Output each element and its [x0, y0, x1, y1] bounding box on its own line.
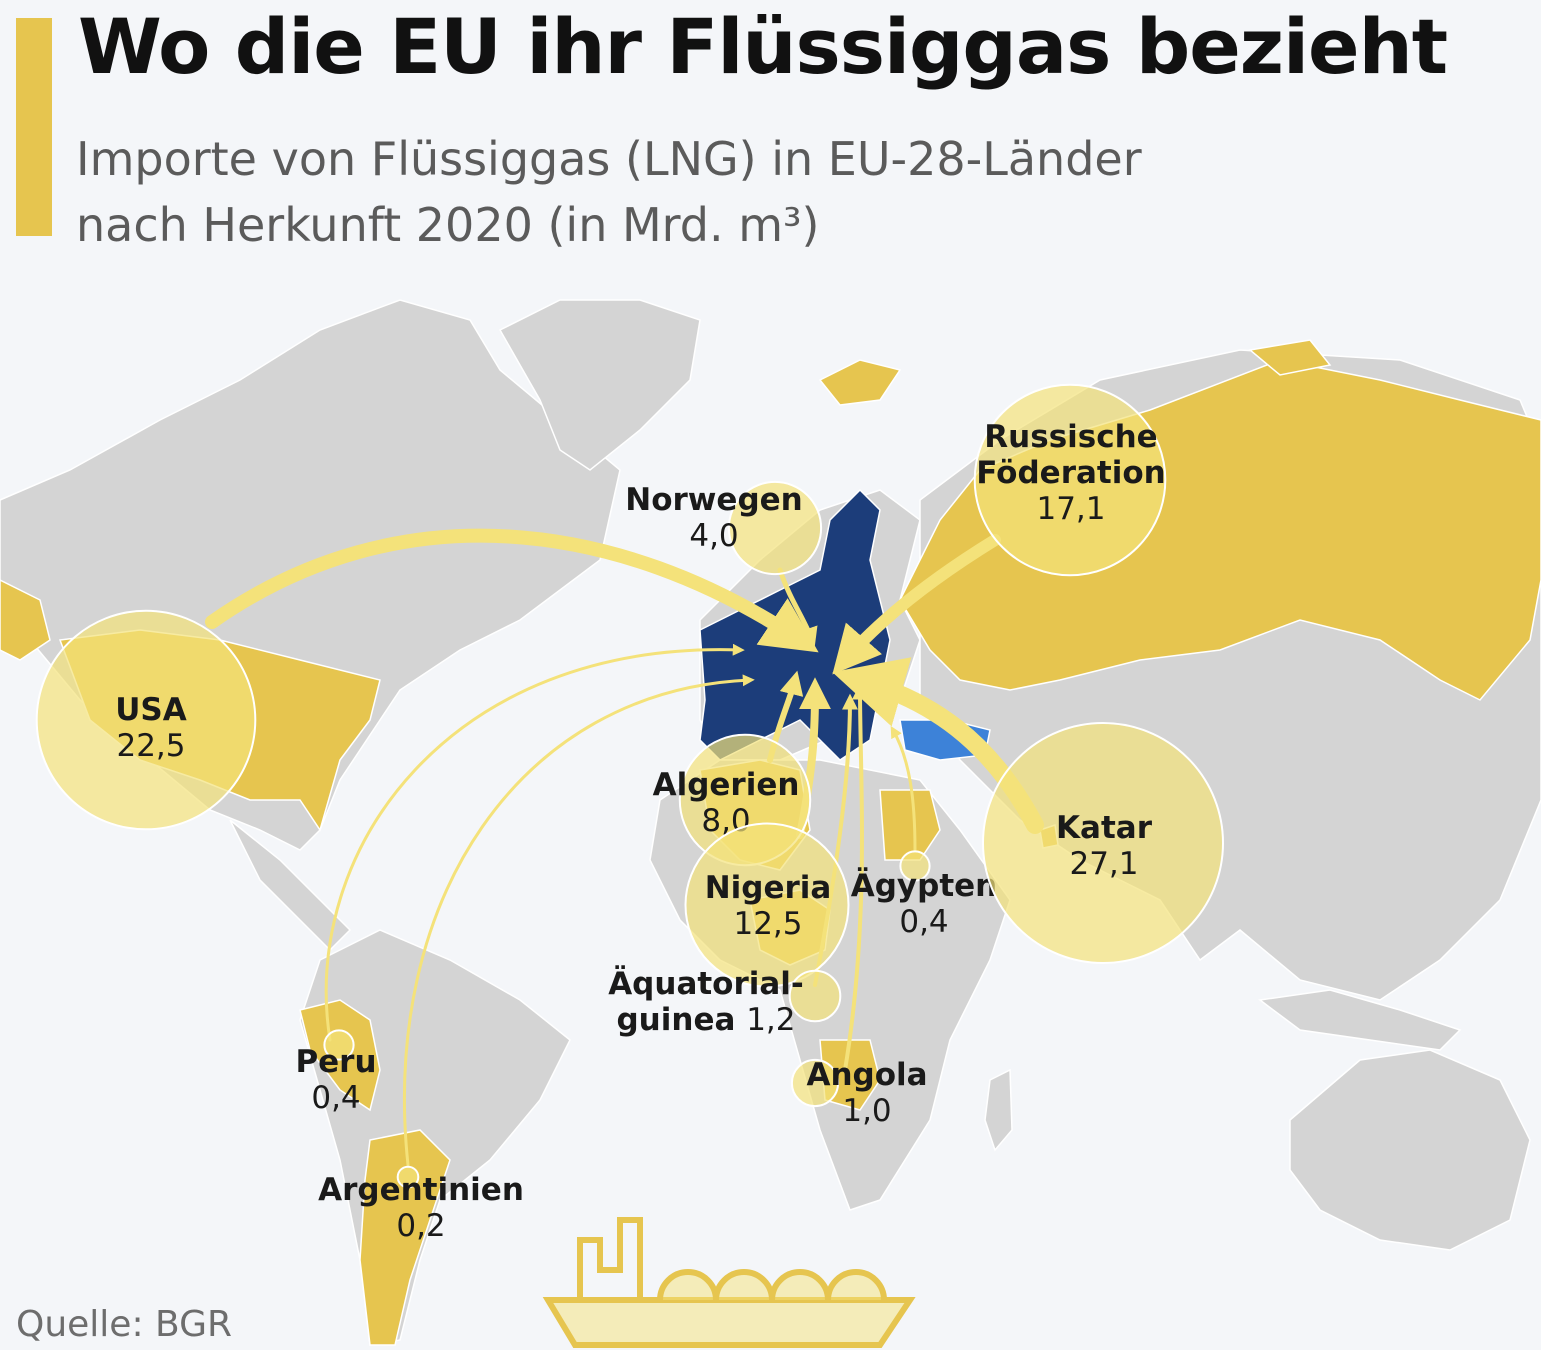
value-bubble-nigeria	[684, 822, 850, 988]
page-title: Wo die EU ihr Flüssiggas bezieht	[78, 2, 1448, 91]
country-russia-arctic-islands	[818, 339, 1332, 406]
country-label-ägypten: Ägypten	[851, 868, 998, 904]
value-label-peru: 0,4	[311, 1080, 360, 1116]
land-central-america	[229, 819, 352, 952]
value-label-argentinien: 0,2	[396, 1208, 445, 1244]
country-egypt	[879, 789, 941, 861]
country-argentina	[359, 1129, 451, 1346]
country-label-angola: Angola	[806, 1057, 927, 1093]
land-australia	[1289, 1049, 1531, 1251]
flow-arrow-angola	[843, 683, 869, 1072]
value-label-russische-föderation: 17,1	[1036, 491, 1105, 527]
flow-arrow-norwegen	[777, 567, 818, 648]
source-note: Quelle: BGR	[16, 1304, 232, 1345]
country-label-äquatorialguinea: Äquatorial-	[608, 966, 804, 1002]
value-label-angola: 1,0	[842, 1093, 891, 1129]
value-label-ägypten: 0,4	[899, 904, 948, 940]
land-south-america	[299, 929, 571, 1346]
value-label-katar: 27,1	[1069, 846, 1138, 882]
country-label-argentinien: Argentinien	[318, 1172, 524, 1208]
source-label: Quelle:	[16, 1304, 144, 1345]
land-madagascar	[984, 1068, 1013, 1152]
country-label-usa: USA	[115, 692, 187, 728]
value-bubble-usa	[35, 609, 257, 831]
value-label-usa: 22,5	[116, 728, 185, 764]
value-bubble-peru	[323, 1029, 355, 1061]
value-bubble-ägypten	[899, 850, 931, 882]
country-label-katar: Katar	[1056, 810, 1153, 846]
subtitle-line-2: nach Herkunft 2020 (in Mrd. m³)	[76, 198, 820, 252]
land-greenland	[498, 299, 701, 471]
value-bubble-argentinien	[396, 1165, 420, 1189]
flow-arrow-russische-föderation	[832, 534, 1001, 675]
value-bubble-russische-föderation	[973, 383, 1167, 577]
lng-tanker-ship-icon	[542, 1217, 916, 1348]
country-label-nigeria: Nigeria	[705, 870, 832, 906]
accent-bar	[16, 18, 52, 236]
flow-arrow-usa	[205, 528, 819, 653]
country-label-peru: Peru	[295, 1044, 376, 1080]
country-label-russische-föderation-2: Föderation	[976, 455, 1165, 491]
flow-arrow-peru	[324, 643, 745, 1042]
country-label-norwegen: Norwegen	[625, 482, 802, 518]
country-usa-alaska	[0, 579, 51, 661]
value-label-nigeria: 12,5	[733, 906, 802, 942]
flow-arrow-argentinien	[403, 674, 755, 1167]
value-bubble-katar	[982, 722, 1224, 964]
subtitle-line-1: Importe von Flüssiggas (LNG) in EU-28-Lä…	[76, 132, 1142, 186]
source-value: BGR	[155, 1304, 233, 1345]
value-label-norwegen: 4,0	[689, 518, 738, 554]
country-label-russische-föderation-1: Russische	[984, 419, 1157, 455]
country-label-algerien: Algerien	[653, 767, 800, 803]
value-label-äquatorialguinea: guinea 1,2	[616, 1002, 795, 1038]
value-bubble-äquatorialguinea	[788, 969, 842, 1023]
flow-arrow-ägypten	[890, 725, 917, 852]
value-bubble-norwegen	[727, 480, 823, 576]
value-bubble-angola	[790, 1058, 840, 1108]
subtitle: Importe von Flüssiggas (LNG) in EU-28-Lä…	[76, 126, 1276, 258]
land-indonesia	[1258, 989, 1462, 1051]
